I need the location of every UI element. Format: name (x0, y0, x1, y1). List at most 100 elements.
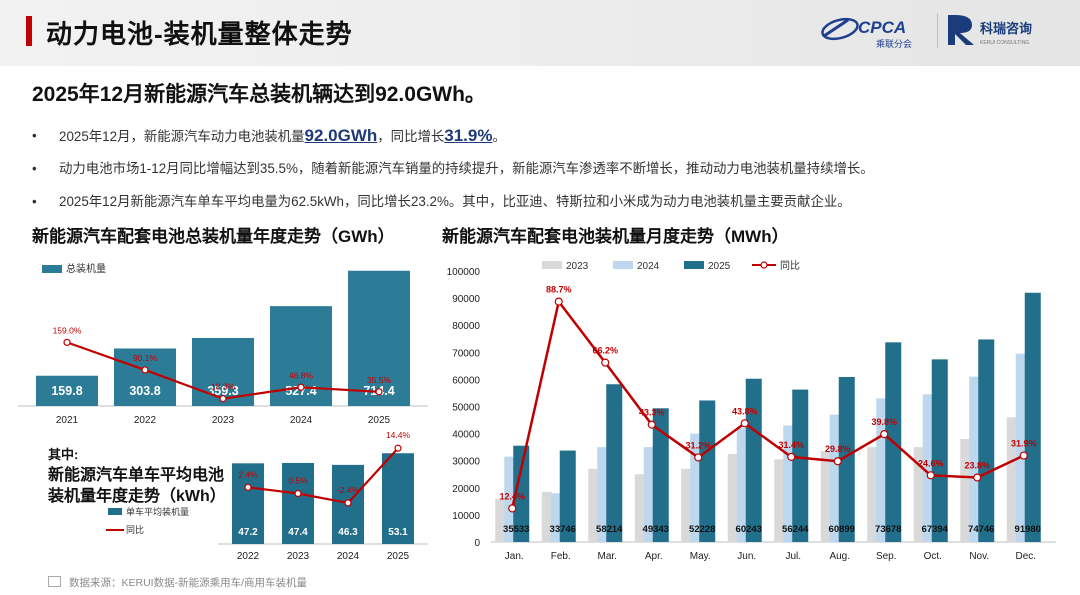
bar-label: 47.2 (238, 527, 258, 538)
bullet-text: 。 (492, 129, 506, 144)
x-tick-label: 2021 (56, 415, 79, 426)
bar-2025-Aug. (838, 376, 855, 542)
x-tick-label: Nov. (969, 551, 989, 562)
bullet-marker: • (32, 161, 37, 176)
title-accent-bar (26, 16, 32, 46)
bar-2023-Feb. (541, 491, 552, 542)
yoy-label: 23.8% (964, 461, 990, 471)
bar-2023-Aug. (820, 451, 831, 542)
bar-label: 303.8 (129, 384, 160, 398)
y-tick-label: 40000 (452, 430, 480, 441)
bar-label: 35533 (503, 524, 529, 535)
monthly-chart: 1000009000080000700006000050000400003000… (447, 260, 1056, 562)
source-text: 数据来源：KERUI数据-新能源乘用车/商用车装机量 (69, 577, 308, 589)
bar-2024-Jun. (736, 428, 747, 542)
avg-chart-title-line2: 装机量年度走势（kWh） (48, 488, 226, 505)
bar-label: 159.8 (51, 384, 82, 398)
bullet-text: 动力电池市场1-12月同比增幅达到35.5%，随着新能源汽车销量的持续提升，新能… (59, 161, 874, 176)
yoy-label: 2.4% (238, 469, 258, 479)
y-tick-label: 80000 (452, 321, 480, 332)
legend-label-line: 同比 (780, 260, 800, 272)
bar-2023-Mar. (588, 468, 599, 542)
yoy-label: -2.4% (337, 485, 360, 495)
kerui-logo-text: 科瑞咨询 (980, 21, 1032, 36)
bar-2023-Jan. (495, 498, 506, 542)
kerui-logo-en: KERUI CONSULTING (980, 40, 1029, 46)
legend-swatch-point (760, 261, 768, 269)
x-tick-label: 2023 (287, 551, 310, 562)
x-tick-label: 2022 (134, 415, 157, 426)
bar-2025-Oct. (931, 359, 948, 542)
bar-2023-Sep. (867, 447, 878, 542)
x-tick-label: Dec. (1015, 551, 1036, 562)
yoy-point (1019, 451, 1028, 460)
yoy-point (294, 489, 302, 498)
bar-label: 46.3 (338, 527, 358, 538)
yoy-label: 31.4% (778, 440, 804, 450)
yoy-point (554, 297, 563, 306)
y-tick-label: 90000 (452, 294, 480, 305)
y-tick-label: 60000 (452, 375, 480, 386)
x-tick-label: 2024 (290, 415, 313, 426)
yoy-point (740, 419, 749, 428)
yoy-label: 159.0% (53, 325, 82, 335)
bar-total-2021 (36, 375, 98, 406)
yoy-label: 66.2% (592, 346, 618, 356)
yoy-point (394, 444, 402, 452)
y-tick-label: 30000 (452, 457, 480, 468)
bar-label: 73678 (875, 524, 901, 535)
avg-chart-prefix: 其中: (48, 447, 79, 462)
yoy-label: 0.5% (288, 476, 308, 486)
bullet-item: • 动力电池市场1-12月同比增幅达到35.5%，随着新能源汽车销量的持续提升，… (32, 157, 1052, 180)
yoy-label: 88.7% (546, 285, 572, 295)
yoy-point (375, 388, 383, 396)
yoy-label: 39.8% (871, 417, 897, 427)
legend-label-2023: 2023 (566, 261, 589, 272)
yoy-point (973, 473, 982, 482)
yoy-point (694, 453, 703, 462)
bar-2025-Jul. (792, 389, 809, 542)
legend-label-bar: 单车平均装机量 (126, 506, 189, 517)
cpca-logo-cn: 乘联分会 (876, 38, 912, 49)
bar-2025-Jun. (745, 378, 762, 542)
x-tick-label: Mar. (598, 551, 617, 562)
bar-2024-Dec. (1015, 353, 1026, 542)
bullet-text: ，同比增长 (377, 129, 445, 144)
x-tick-label: 2024 (337, 551, 360, 562)
yoy-point (508, 504, 517, 513)
bar-label: 47.4 (288, 527, 308, 538)
header-bar: 动力电池-装机量整体走势 CPCA 乘联分会 科瑞咨询 KERUI CONSUL… (0, 0, 1080, 66)
yoy-point (787, 452, 796, 462)
source-note: 数据来源：KERUI数据-新能源乘用车/商用车装机量 (48, 575, 307, 590)
bar-label: 67394 (922, 524, 949, 535)
x-tick-label: Feb. (551, 551, 571, 562)
logo-separator (937, 14, 938, 48)
bar-avg-2025 (382, 453, 414, 544)
bar-2024-Mar. (597, 447, 608, 542)
bar-label: 33746 (550, 524, 576, 535)
yoy-label: 35.5% (367, 375, 392, 385)
bullet-item: • 2025年12月，新能源汽车动力电池装机量92.0GWh，同比增长31.9%… (32, 124, 1052, 147)
x-tick-label: 2022 (237, 551, 260, 562)
annual-chart-title: 新能源汽车配套电池总装机量年度走势（GWh） (32, 227, 395, 246)
bar-2024-Aug. (829, 414, 840, 542)
yoy-label: 24.6% (918, 458, 944, 468)
yoy-label: 14.4% (386, 430, 411, 440)
yoy-label: 29.8% (825, 444, 851, 454)
avg-chart-title-line1: 新能源汽车单车平均电池 (48, 467, 225, 484)
bar-label: 60899 (829, 524, 855, 535)
bar-label: 53.1 (388, 527, 408, 538)
bar-label: 58214 (596, 524, 623, 535)
bar-2025-Nov. (978, 339, 995, 542)
yoy-point (141, 366, 149, 374)
yoy-label: 46.8% (289, 370, 314, 380)
bullet-item: • 2025年12月新能源汽车单车平均电量为62.5kWh，同比增长23.2%。… (32, 190, 1052, 213)
bar-2024-Feb. (550, 493, 561, 542)
bar-2024-Apr. (643, 447, 654, 542)
x-tick-label: Oct. (924, 551, 942, 562)
legend-swatch-2024 (613, 261, 633, 269)
bar-label: 359.3 (207, 384, 238, 398)
bar-2025-Dec. (1024, 292, 1041, 542)
bullet-text: 2025年12月，新能源汽车动力电池装机量 (59, 129, 305, 144)
